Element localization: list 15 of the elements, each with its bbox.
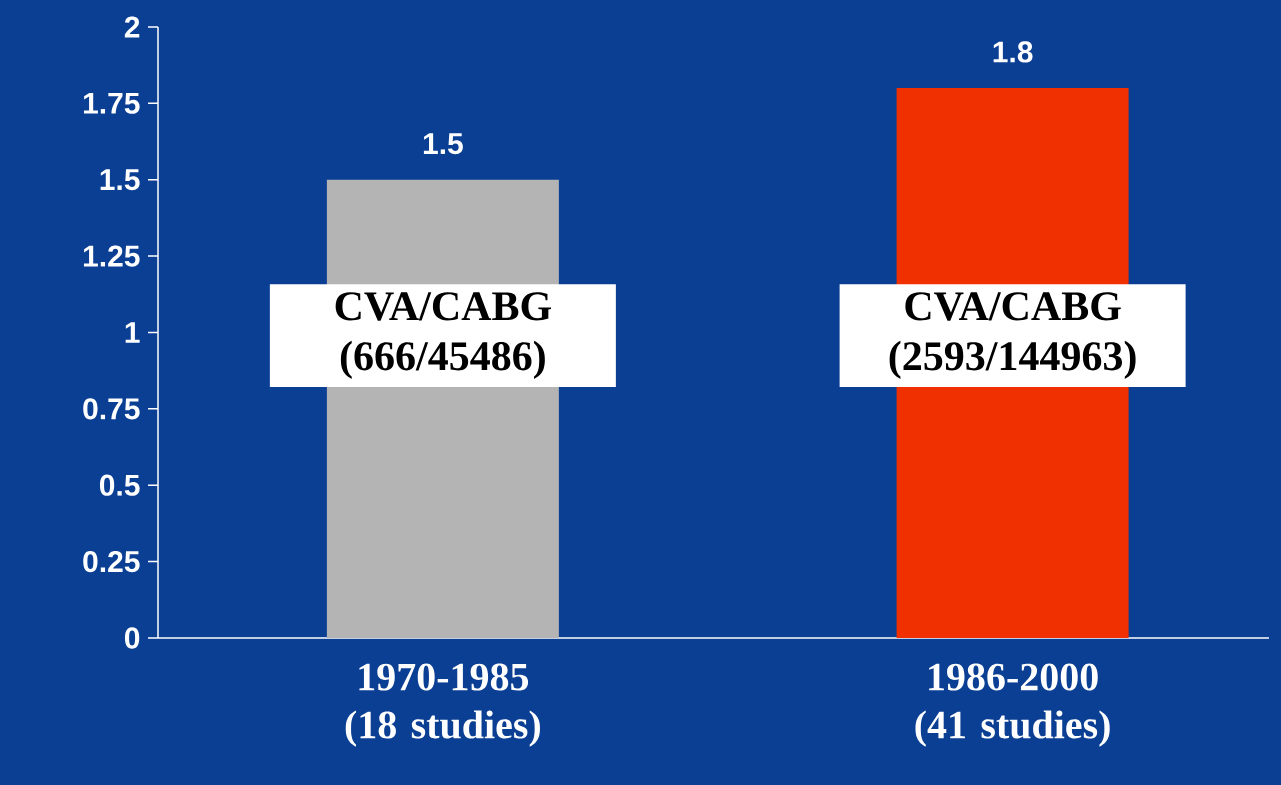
y-tick-label: 1.25 <box>83 245 140 267</box>
data-label: 1.5 <box>423 133 463 155</box>
y-tick-label: 0.25 <box>83 551 140 573</box>
y-tick-label: 0.75 <box>83 398 140 420</box>
y-tick-label: 2 <box>124 16 140 38</box>
annotation: CVA/CABG (666/45486) <box>335 292 552 379</box>
annotation: CVA/CABG (2593/144963) <box>889 292 1136 379</box>
y-tick-label: 1.75 <box>83 92 140 114</box>
y-tick-label: 0 <box>124 627 140 649</box>
x-tick-label: 1986-2000 (41 studies) <box>915 663 1110 747</box>
y-tick-label: 1.5 <box>100 169 140 191</box>
x-tick-label: 1970-1985 (18 studies) <box>345 663 540 747</box>
data-label: 1.8 <box>993 41 1033 63</box>
y-tick-label: 0.5 <box>99 474 140 496</box>
y-tick-label: 1 <box>125 322 140 343</box>
